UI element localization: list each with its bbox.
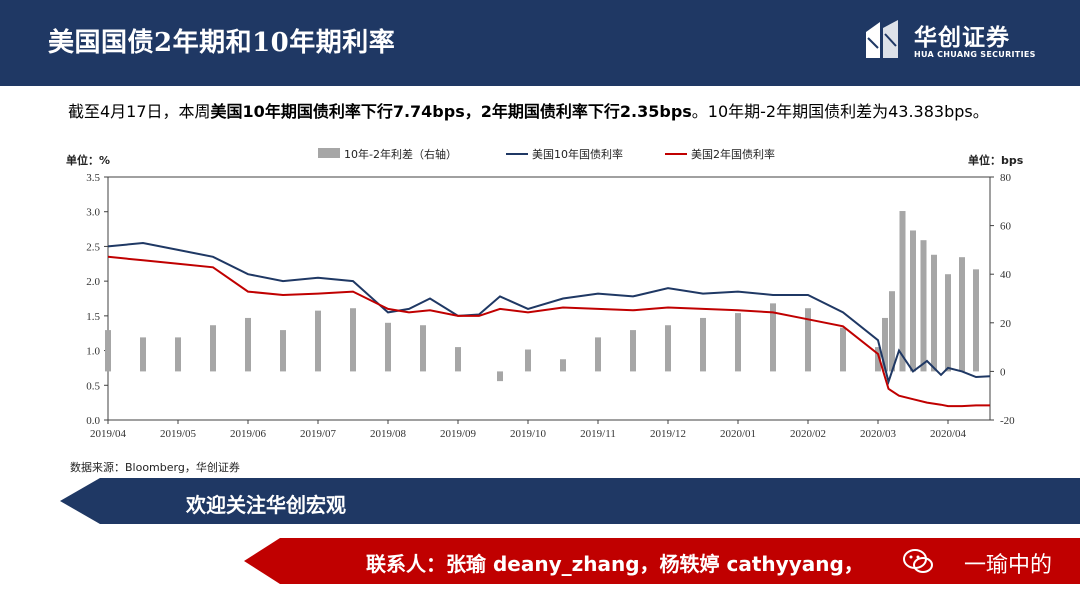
spread-bar	[973, 269, 979, 372]
left-axis-tick-label: 3.0	[86, 207, 100, 219]
spread-bar	[882, 317, 888, 372]
contact-banner-text: 联系人：张瑜 deany_zhang，杨轶婷 cathyyang，	[366, 552, 864, 576]
page-title: 美国国债2年期和10年期利率	[48, 28, 396, 58]
right-axis-tick-label: 80	[1000, 172, 1012, 184]
x-axis-tick-label: 2019/12	[650, 428, 686, 440]
spread-bar	[920, 240, 927, 372]
legend-label-spread: 10年-2年利差（右轴）	[344, 147, 457, 161]
spread-bar	[931, 254, 937, 372]
left-unit-label: 单位：%	[66, 153, 110, 167]
us10y-line	[107, 241, 991, 386]
legend-label-us10y: 美国10年国债利率	[532, 147, 623, 161]
spread-bar	[595, 337, 601, 372]
logo-mark-icon	[866, 20, 898, 58]
spread-bar	[770, 303, 776, 372]
left-axis-tick-label: 0.5	[86, 380, 100, 392]
x-axis-tick-label: 2019/10	[510, 428, 547, 440]
x-axis-tick-label: 2019/05	[160, 428, 197, 440]
summary-suffix: 。10年期-2年期国债利差为43.383bps。	[691, 102, 989, 121]
right-axis-tick-label: 60	[1000, 221, 1012, 233]
welcome-banner	[60, 478, 1080, 524]
spread-bar	[455, 347, 461, 372]
left-axis-tick-label: 3.5	[86, 172, 100, 184]
data-source-note: 数据来源：Bloomberg，华创证券	[70, 461, 240, 474]
x-axis-tick-label: 2019/11	[580, 428, 616, 440]
x-axis-tick-label: 2019/09	[440, 428, 477, 440]
spread-bar	[140, 337, 146, 372]
yield-chart: 3.5 3.0 2.5 2.0 1.5 1.0 0.5 0.0 80 60 40 20 0 -20 2019…	[66, 147, 1024, 440]
spread-bar	[735, 313, 741, 372]
spread-bar	[945, 274, 951, 372]
summary-us2: 2年期国债利率下行2.35bps	[480, 102, 692, 121]
spread-bar	[889, 291, 895, 372]
x-axis-tick-label: 2020/02	[790, 428, 826, 440]
summary-sep: ，	[464, 102, 481, 121]
summary-text: 截至4月17日，本周美国10年期国债利率下行7.74bps，2年期国债利率下行2…	[68, 98, 1068, 122]
spread-bar	[105, 330, 111, 372]
spread-bar	[700, 317, 706, 372]
x-axis-tick-label: 2020/01	[720, 428, 756, 440]
spread-bar	[420, 325, 426, 372]
right-axis-tick-label: -20	[1000, 415, 1015, 427]
spread-bar	[175, 337, 181, 372]
right-axis-tick-label: 0	[1000, 366, 1006, 378]
spread-bar	[840, 327, 846, 372]
left-axis-tick-label: 0.0	[86, 415, 100, 427]
spread-bar	[280, 330, 286, 372]
x-axis-tick-label: 2020/03	[860, 428, 897, 440]
plot-frame	[107, 176, 991, 421]
logo-chinese-name: 华创证券	[914, 25, 1010, 51]
spread-bar	[959, 257, 965, 372]
spread-bar	[525, 349, 531, 372]
header-bar: 美国国债2年期和10年期利率 华创证券 HUA CHUANG SECURITIE…	[0, 0, 1080, 86]
left-axis-tick-label: 2.0	[86, 276, 100, 288]
spread-bar	[497, 371, 503, 382]
summary-prefix: 截至4月17日，本周	[68, 102, 211, 121]
spread-bar	[385, 322, 391, 372]
left-axis-tick-label: 1.0	[86, 346, 100, 358]
legend-label-us2y: 美国2年国债利率	[691, 147, 775, 161]
spread-bar	[315, 310, 321, 372]
spread-bar	[245, 317, 251, 372]
spread-bar	[910, 230, 916, 372]
x-axis-tick-label: 2019/04	[90, 428, 127, 440]
company-logo: 华创证券 HUA CHUANG SECURITIES	[862, 18, 1035, 68]
spread-bar	[350, 308, 356, 372]
spread-bar	[630, 330, 636, 372]
right-axis-tick-label: 40	[1000, 269, 1012, 281]
x-axis-tick-label: 2019/08	[370, 428, 407, 440]
summary-us10: 美国10年期国债利率下行7.74bps	[210, 102, 465, 121]
spread-bar	[210, 325, 216, 372]
contact-banner	[244, 538, 1080, 584]
right-unit-label: 单位：bps	[968, 153, 1024, 167]
left-axis-tick-label: 2.5	[86, 241, 100, 253]
spread-bar	[875, 347, 881, 372]
watermark-text: 一瑜中的	[964, 553, 1053, 578]
spread-bar	[805, 308, 811, 372]
legend-swatch-spread	[318, 148, 340, 158]
wechat-icon	[903, 549, 933, 573]
x-axis-tick-label: 2019/06	[230, 428, 267, 440]
us2y-line	[107, 255, 990, 408]
welcome-banner-text: 欢迎关注华创宏观	[186, 493, 346, 517]
logo-english-name: HUA CHUANG SECURITIES	[914, 50, 1036, 59]
x-axis-tick-label: 2020/04	[930, 428, 967, 440]
x-axis-tick-label: 2019/07	[300, 428, 337, 440]
left-axis-tick-label: 1.5	[86, 311, 100, 323]
spread-bar	[560, 359, 566, 372]
wechat-watermark: 一瑜中的	[900, 540, 1075, 584]
spread-bar	[899, 211, 906, 372]
right-axis-tick-label: 20	[1000, 318, 1012, 330]
spread-bar	[665, 325, 671, 372]
